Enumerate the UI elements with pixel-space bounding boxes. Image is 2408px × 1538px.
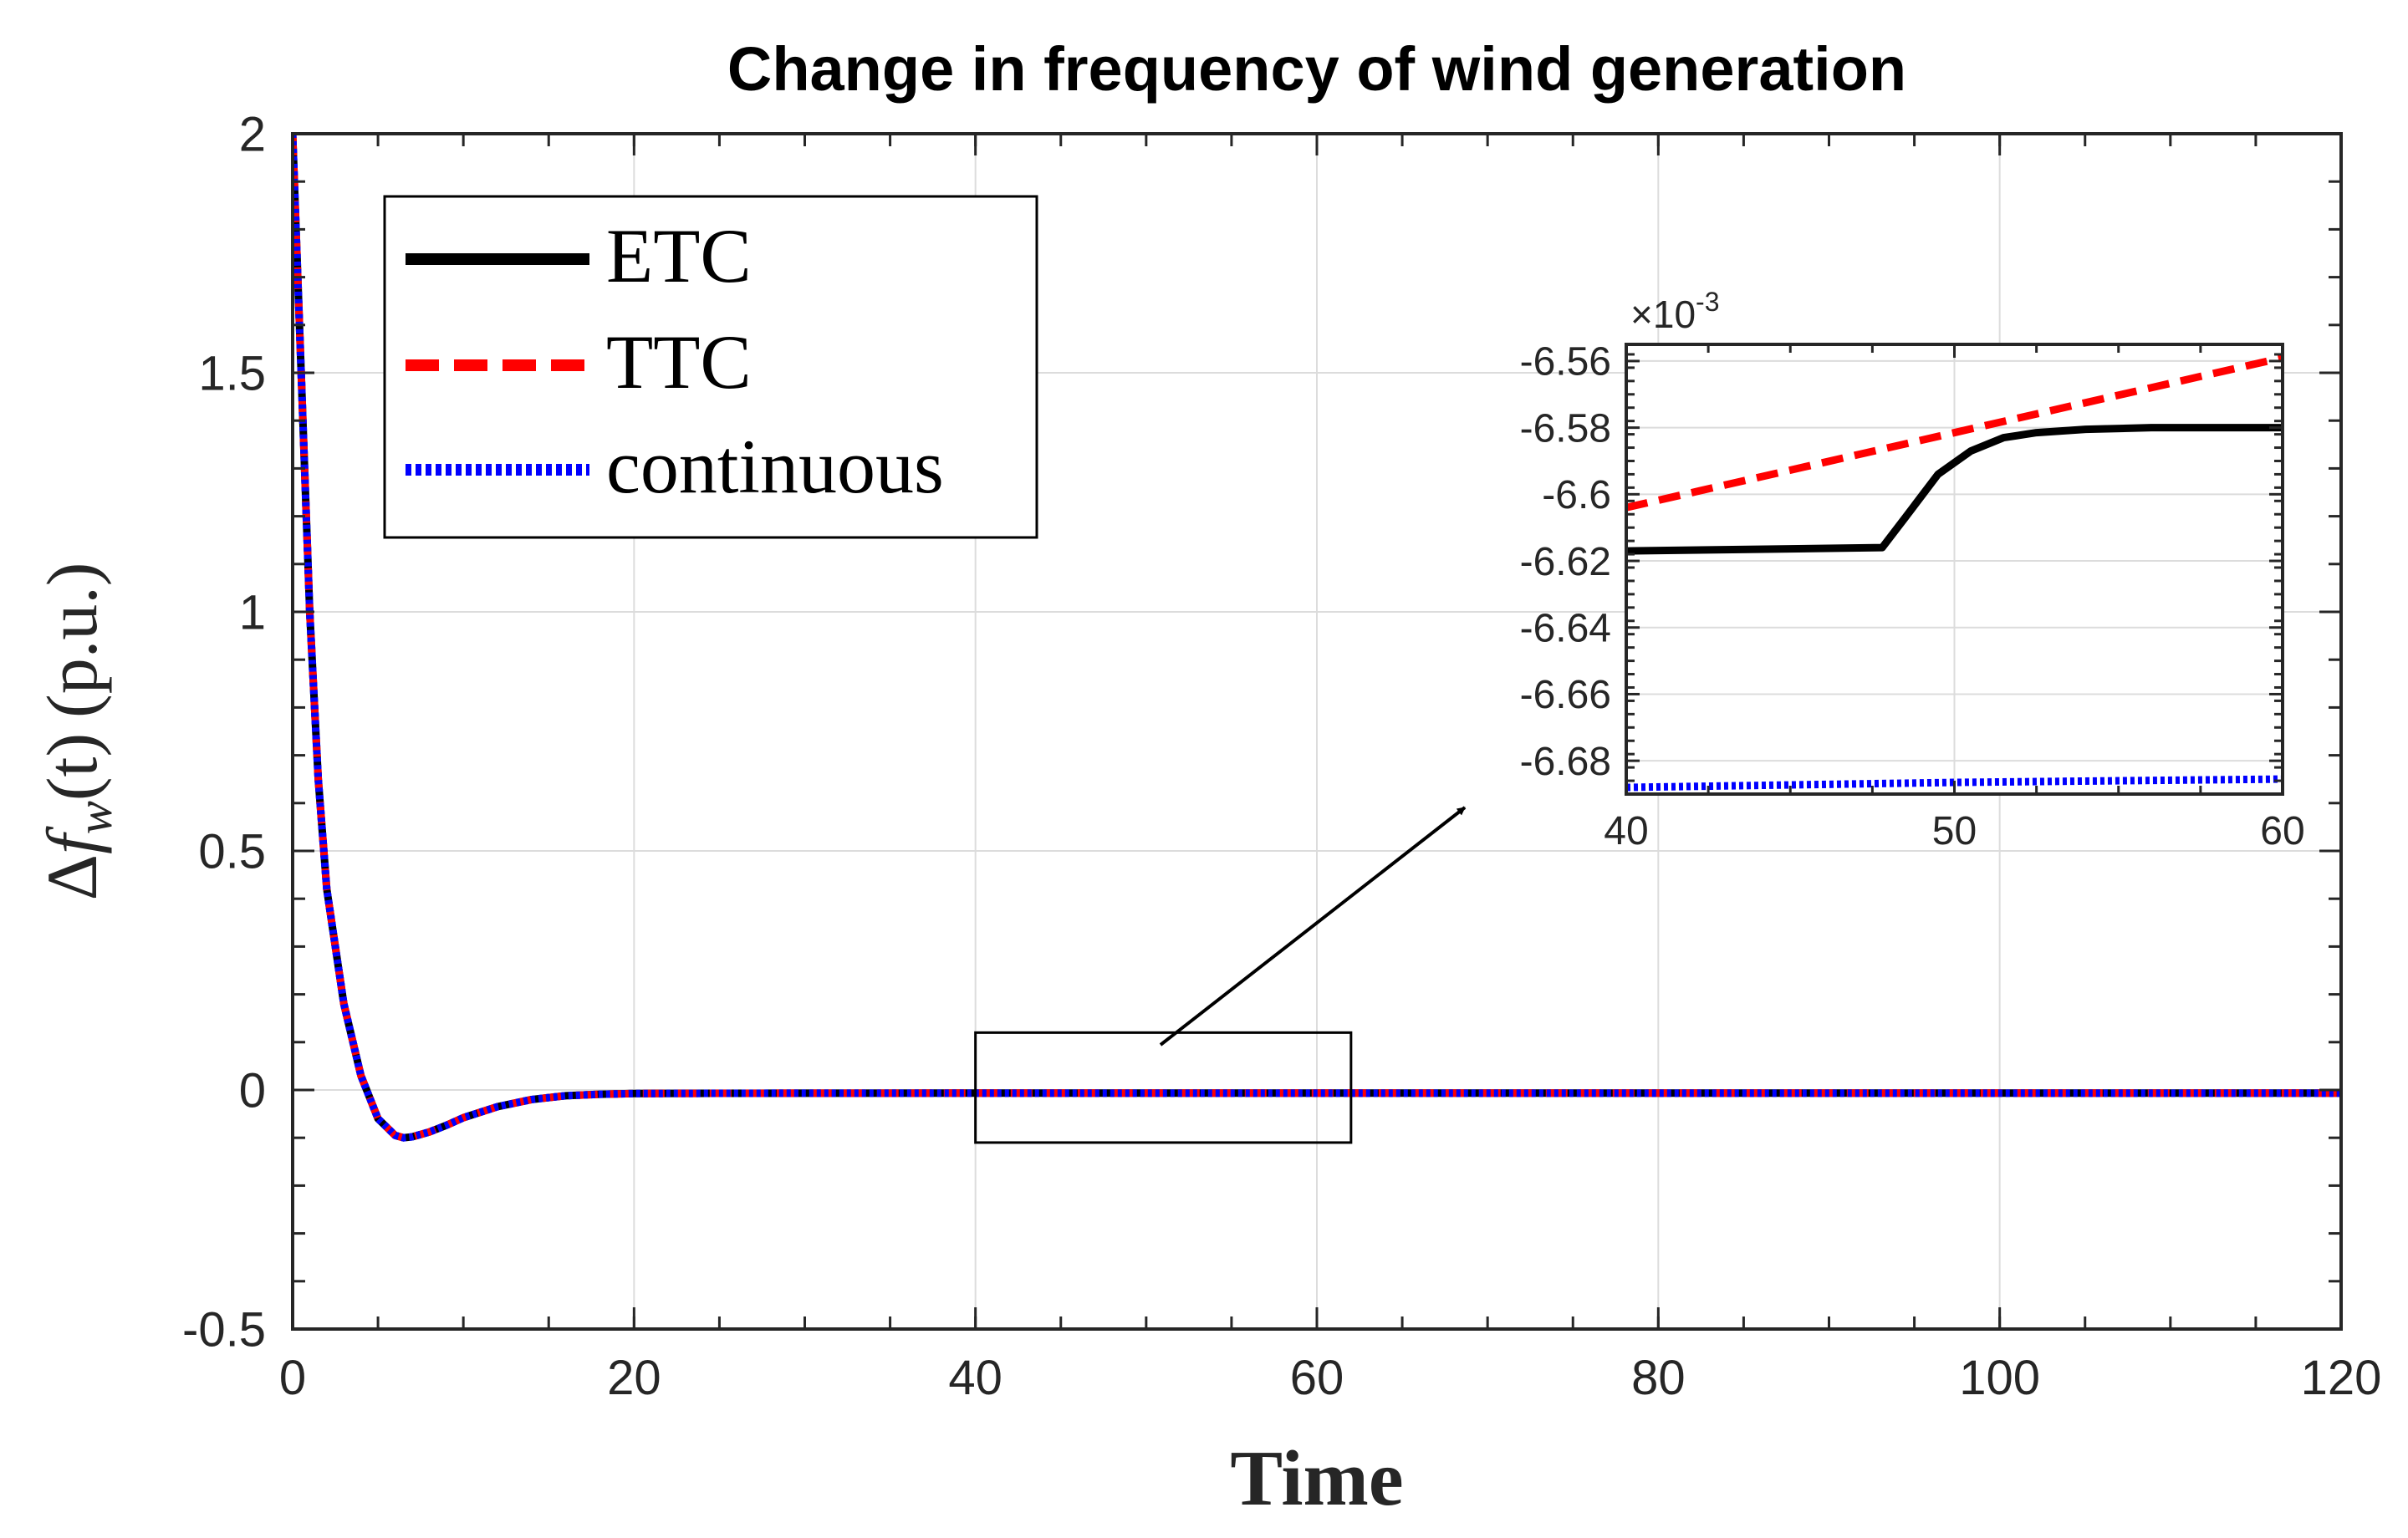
inset-ticks bbox=[1625, 344, 2284, 796]
y-tick-label: -6.66 bbox=[1520, 673, 1611, 717]
y-tick-label: 1 bbox=[239, 585, 266, 639]
zoom-region-box bbox=[974, 1031, 1353, 1144]
series-line-ttc bbox=[1626, 354, 2283, 512]
y-tick-label: -6.62 bbox=[1520, 540, 1611, 584]
inset-ytick-labels: -6.68 -6.66 -6.64 -6.62 -6.6 -6.58 -6.56 bbox=[1520, 340, 1611, 784]
y-tick-label: -6.68 bbox=[1520, 740, 1611, 784]
y-tick-label: -6.6 bbox=[1542, 473, 1611, 517]
x-axis-label: Time bbox=[1230, 1435, 1403, 1522]
y-axis-label-subscript: w bbox=[67, 801, 122, 834]
main-series bbox=[293, 134, 2341, 1142]
y-tick-label: 0 bbox=[239, 1063, 266, 1118]
series-line-continuous bbox=[1626, 775, 2283, 792]
main-ticks bbox=[291, 132, 2343, 1331]
x-tick-label: 100 bbox=[1959, 1351, 2040, 1405]
inset-y-exponent-power: -3 bbox=[1696, 287, 1719, 317]
inset-series bbox=[1626, 354, 2283, 792]
inset-y-exponent: ×10-3 bbox=[1630, 287, 1719, 336]
y-tick-label: -6.58 bbox=[1520, 406, 1611, 451]
y-axis-label: Δfw(t)(p.u.) bbox=[32, 563, 122, 901]
y-tick-label: 0.5 bbox=[198, 824, 266, 878]
y-axis-label-unit: (p.u.) bbox=[32, 563, 112, 718]
main-xtick-labels: 0 20 40 60 80 100 120 bbox=[279, 1351, 2382, 1405]
main-ytick-labels: -0.5 0 0.5 1 1.5 2 bbox=[182, 107, 266, 1357]
y-tick-label: -6.56 bbox=[1520, 340, 1611, 384]
x-tick-label: 120 bbox=[2301, 1351, 2382, 1405]
x-tick-label: 0 bbox=[279, 1351, 306, 1405]
x-tick-label: 40 bbox=[1604, 809, 1648, 853]
zoom-arrow bbox=[1159, 806, 1467, 1047]
y-axis-label-argument: (t) bbox=[32, 733, 112, 801]
y-axis-label-delta: Δ bbox=[32, 854, 112, 900]
x-tick-label: 80 bbox=[1631, 1351, 1686, 1405]
inset-plot-area: 40 50 60 -6.68 -6.66 -6.64 -6.62 -6.6 -6.58 -6.5… bbox=[1520, 287, 2305, 853]
y-tick-label: 2 bbox=[239, 107, 266, 161]
x-tick-label: 60 bbox=[2260, 809, 2304, 853]
inset-xtick-labels: 40 50 60 bbox=[1604, 809, 2304, 853]
legend: ETC TTC continuous bbox=[383, 195, 1038, 539]
x-tick-label: 20 bbox=[607, 1351, 661, 1405]
series-line-continuous bbox=[293, 134, 2341, 1142]
y-tick-label: 1.5 bbox=[198, 346, 266, 400]
x-tick-label: 40 bbox=[948, 1351, 1002, 1405]
y-tick-label: -6.64 bbox=[1520, 607, 1611, 651]
legend-label-etc: ETC bbox=[606, 213, 752, 298]
series-line-etc bbox=[1626, 424, 2283, 555]
inset-y-exponent-prefix: ×10 bbox=[1630, 293, 1696, 336]
x-tick-label: 50 bbox=[1932, 809, 1977, 853]
y-tick-label: -0.5 bbox=[182, 1302, 266, 1357]
legend-label-ttc: TTC bbox=[606, 319, 752, 405]
legend-label-continuous: continuous bbox=[606, 424, 944, 509]
chart-title: Change in frequency of wind generation bbox=[727, 34, 1906, 104]
x-tick-label: 60 bbox=[1290, 1351, 1344, 1405]
